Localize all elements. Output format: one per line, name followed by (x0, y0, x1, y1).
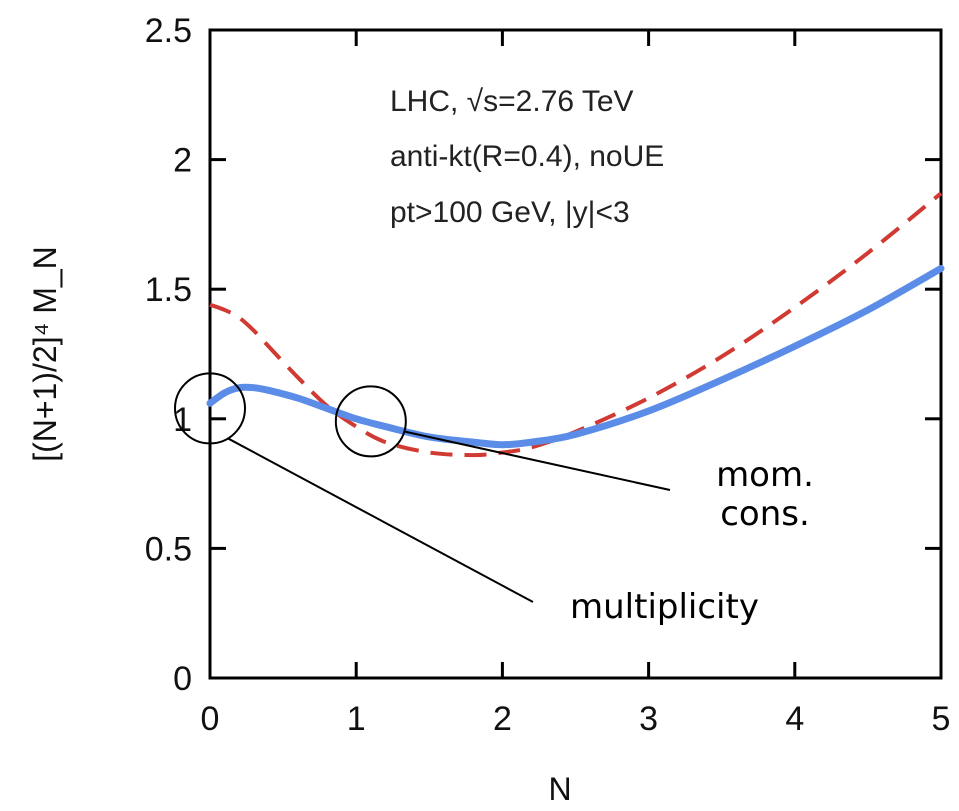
mom-cons-circle (334, 385, 407, 458)
x-tick-label: 0 (201, 700, 220, 738)
axis-ticks: 0 1 2 3 4 5 0 0.5 1 1.5 2 2.5 (145, 12, 951, 738)
y-tick-label: 2.5 (145, 12, 192, 50)
y-tick-label: 1.5 (145, 271, 192, 309)
y-axis-label: [(N+1)/2]⁴ M_N (27, 246, 63, 462)
y-tick-label: 2 (173, 142, 192, 180)
legend-line-1: LHC, √s=2.76 TeV (390, 85, 634, 118)
y-tick-label: 1 (173, 401, 192, 439)
series-layer (206, 191, 945, 458)
multiplicity-leader (227, 437, 534, 603)
series-line-solid (206, 264, 945, 449)
x-tick-label: 3 (639, 700, 658, 738)
mom-cons-label-2: cons. (720, 494, 810, 534)
x-axis-label: N (548, 771, 571, 807)
x-tick-label: 2 (493, 700, 512, 738)
x-tick-label: 1 (347, 700, 366, 738)
callouts: mom.cons. multiplicity (174, 372, 814, 627)
legend: LHC, √s=2.76 TeV anti-kt(R=0.4), noUE pt… (390, 85, 664, 229)
multiplicity-label: multiplicity (570, 587, 759, 627)
y-tick-label: 0.5 (145, 530, 192, 568)
x-tick-label: 4 (785, 700, 804, 738)
x-tick-label: 5 (932, 700, 951, 738)
y-tick-label: 0 (173, 660, 192, 698)
mom-cons-leader (403, 430, 671, 491)
legend-line-3: pt>100 GeV, |y|<3 (390, 196, 630, 229)
mom-cons-label-1: mom. (716, 455, 814, 495)
multiplicity-circle (174, 372, 246, 445)
plot-frame (208, 28, 943, 680)
series-line-dashed (209, 191, 943, 458)
legend-line-2: anti-kt(R=0.4), noUE (390, 140, 664, 173)
